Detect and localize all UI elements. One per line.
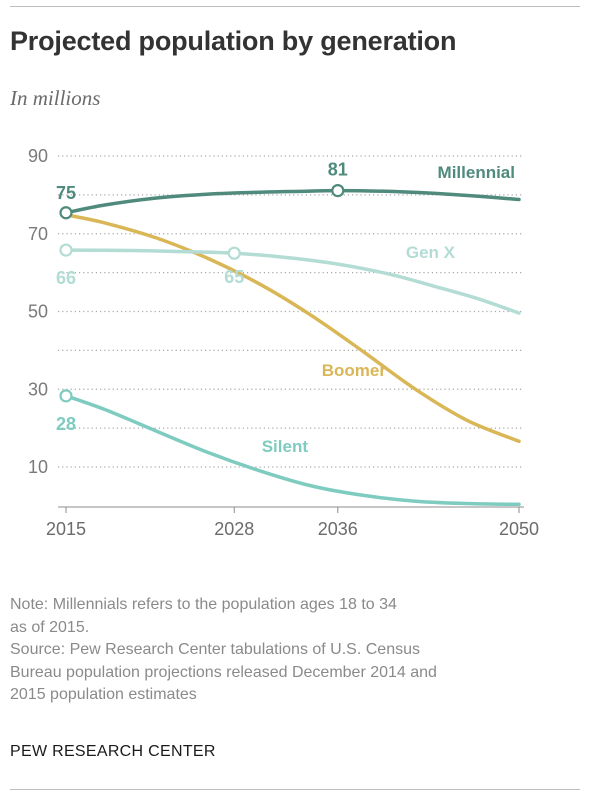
y-tick-label: 30	[28, 379, 48, 399]
data-label: 66	[56, 268, 76, 288]
footnote: Note: Millennials refers to the populati…	[10, 594, 580, 707]
source-line: Source: Pew Research Center tabulations …	[10, 641, 420, 658]
line-chart: 10 30 50 70 90 2015 2028 2036 2050 75 81 66 65 28 Mil…	[28, 146, 539, 539]
bottom-rule	[10, 789, 580, 790]
note-line: Note: Millennials refers to the populati…	[10, 596, 397, 613]
top-rule	[10, 6, 580, 7]
data-label: 81	[328, 160, 348, 180]
x-tick-label: 2015	[46, 519, 86, 539]
series-line-silent	[64, 394, 521, 507]
series-label-millennial: Millennial	[438, 163, 515, 182]
data-point-marker	[227, 246, 241, 260]
data-point-marker	[59, 389, 73, 403]
brand-logo-text: PEW RESEARCH CENTER	[10, 743, 216, 760]
series-label-boomer: Boomer	[322, 361, 387, 380]
data-label: 28	[56, 414, 76, 434]
y-tick-label: 90	[28, 146, 48, 166]
source-line: 2015 population estimates	[10, 686, 197, 703]
series-line-gen-x	[64, 248, 521, 315]
series-label-silent: Silent	[262, 437, 309, 456]
series-line-millennial	[64, 188, 521, 215]
chart-title: Projected population by generation	[10, 26, 457, 56]
x-tick-label: 2028	[214, 519, 254, 539]
x-tick-label: 2036	[318, 519, 358, 539]
data-label: 75	[56, 183, 76, 203]
series-line-boomer	[64, 212, 521, 444]
y-tick-label: 50	[28, 302, 48, 322]
note-line: as of 2015.	[10, 618, 90, 636]
source-line: Bureau population projections released D…	[10, 663, 437, 681]
y-tick-label: 10	[28, 457, 48, 477]
data-point-marker	[59, 206, 73, 220]
data-label: 65	[224, 267, 244, 287]
chart-subtitle: In millions	[10, 86, 101, 110]
x-tick-label: 2050	[499, 519, 539, 539]
series-label-gen-x: Gen X	[406, 243, 456, 262]
data-point-marker	[331, 183, 345, 198]
y-tick-label: 70	[28, 224, 48, 244]
data-point-marker	[59, 243, 73, 257]
